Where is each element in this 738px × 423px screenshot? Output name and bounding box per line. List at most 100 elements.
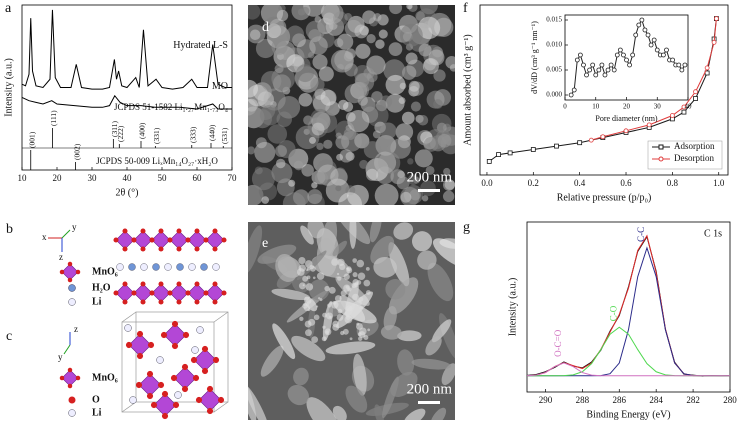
sem-plate [417, 250, 437, 270]
sem-plate [412, 231, 433, 252]
x-tick-label: 0.2 [528, 178, 539, 188]
sem-grain [418, 43, 432, 57]
reference-hkl: (333) [188, 126, 197, 143]
point-marker [574, 57, 580, 63]
sem-plate [345, 385, 368, 413]
interlayer-atom [116, 263, 124, 271]
legend-ball [68, 409, 76, 417]
sem-fiber [329, 301, 333, 305]
scale-bar [418, 401, 440, 404]
oxygen-atom [212, 356, 220, 364]
sem-image-d [248, 5, 455, 205]
sem-plate [272, 323, 296, 360]
sem-grain [314, 171, 329, 185]
sem-plate [309, 279, 330, 301]
oxygen-atom [161, 412, 169, 420]
unit-cell [213, 401, 229, 413]
reference-hkl: (440) [208, 124, 217, 141]
octahedron [61, 263, 79, 281]
oxygen-atom [212, 299, 218, 305]
series-label: Hydrated L-S [173, 40, 228, 51]
oxygen-atom [131, 290, 137, 296]
sem-plate [380, 325, 402, 340]
sem-fiber [340, 330, 345, 336]
sem-grain [267, 124, 288, 144]
oxygen-atom [122, 246, 128, 252]
sem-plate [425, 336, 442, 356]
sem-fiber [321, 336, 327, 342]
oxygen-atom [217, 396, 225, 404]
panel-label: b [6, 222, 13, 237]
sem-plate [397, 349, 415, 376]
oxygen-atom [158, 281, 164, 287]
sem-grain [410, 101, 421, 112]
oxygen-atom [176, 246, 182, 252]
sem-fiber [305, 329, 312, 337]
sem-grain [296, 64, 315, 83]
x-tick-label: 60 [193, 173, 203, 183]
sem-plate [374, 404, 384, 420]
series-line [21, 94, 232, 110]
point-marker [624, 57, 629, 63]
interlayer-atom [152, 263, 160, 271]
octahedron [187, 230, 207, 250]
sem-fiber [354, 283, 359, 288]
series-line [591, 18, 717, 141]
legend-ball [68, 298, 76, 306]
sem-grain [354, 24, 369, 39]
x-tick-label: 0 [563, 103, 567, 111]
sem-grain [375, 39, 385, 49]
axis-letter: y [72, 222, 77, 232]
oxygen-atom [172, 401, 180, 409]
sem-grain [323, 139, 333, 149]
oxygen-atom [170, 374, 178, 382]
sem-grain [379, 95, 393, 108]
sem-grain [320, 89, 337, 106]
oxygen-atom [131, 237, 137, 243]
oxygen-atom [122, 228, 128, 234]
sem-grain [271, 162, 293, 184]
sem-fiber [367, 328, 371, 332]
sem-grain [388, 42, 403, 56]
sem-fiber [337, 276, 342, 281]
sem-grain [318, 66, 334, 82]
sem-plate [248, 225, 263, 274]
sem-fiber [356, 259, 365, 268]
sem-plate [430, 407, 447, 420]
sem-plate [432, 238, 455, 269]
unit-cell [135, 311, 229, 403]
legend-ball [68, 396, 76, 404]
legend-label: Desorption [674, 153, 714, 163]
x-tick-label: 20 [53, 173, 63, 183]
sem-plate [271, 288, 311, 301]
x-tick-label: 0.8 [667, 178, 679, 188]
point-marker [507, 150, 513, 156]
sem-grain [248, 79, 259, 98]
interlayer-atom [140, 263, 148, 271]
sem-grain [310, 77, 325, 92]
sem-fiber [326, 312, 333, 320]
sem-plate [403, 408, 426, 420]
sem-grain [422, 58, 439, 75]
point-marker [584, 72, 589, 78]
oxygen-atom [190, 356, 198, 364]
oxygen-atom [185, 237, 191, 243]
legend-label: Li [92, 296, 102, 307]
sem-fiber [332, 320, 339, 328]
axis-arrow [63, 344, 71, 355]
legend-label: MnO₆ [92, 266, 118, 277]
x-tick-label: 284 [649, 395, 663, 405]
sem-grain [379, 122, 397, 140]
sem-plate [260, 345, 284, 377]
sem-fiber [358, 331, 366, 338]
axis-letter: z [74, 324, 78, 334]
oxygen-atom [161, 390, 169, 398]
oxygen-atom [185, 290, 191, 296]
point-marker [630, 52, 636, 58]
point-marker [596, 67, 602, 73]
oxygen-atom [67, 383, 73, 389]
sem-grain [433, 69, 446, 82]
oxygen-atom [221, 237, 227, 243]
sem-grain [335, 185, 342, 192]
reference-hkl: (222) [116, 125, 125, 142]
